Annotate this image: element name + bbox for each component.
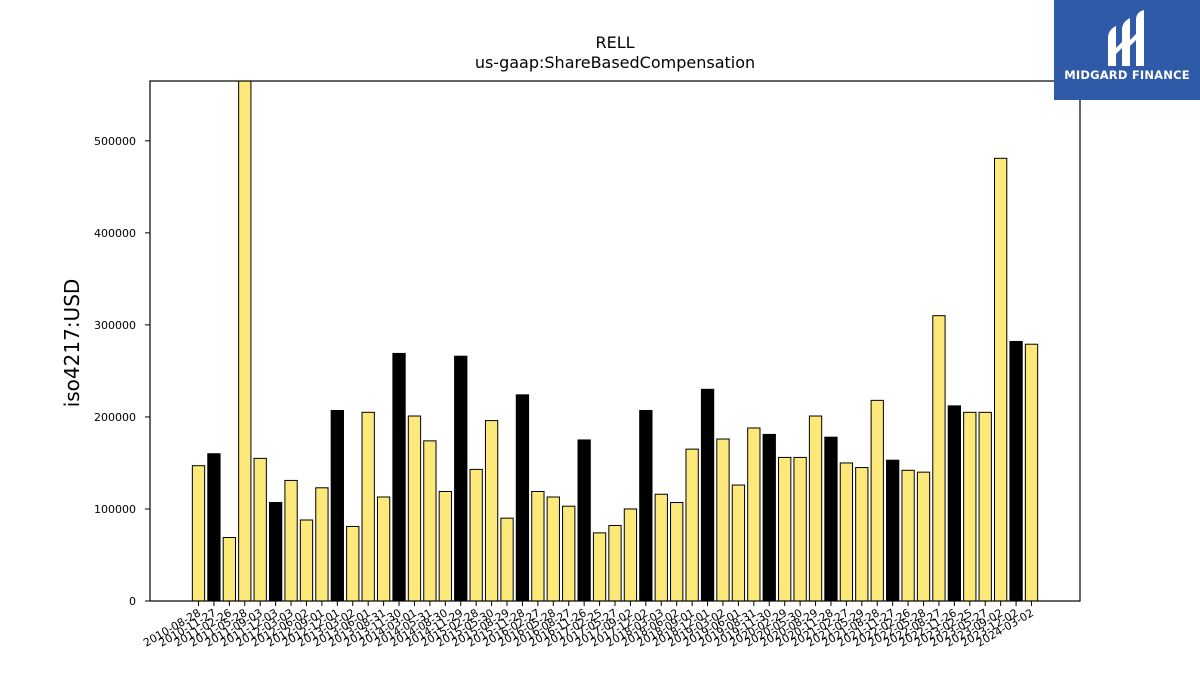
x-axis: 2010-08-282010-11-272011-02-262011-05-28…: [141, 601, 1036, 650]
bar-2016-11-26: [577, 439, 591, 602]
bar-2013-06-01: [361, 411, 375, 602]
bar-2012-03-03: [284, 479, 298, 602]
chart-subtitle: us-gaap:ShareBasedCompensation: [475, 53, 755, 72]
bar-2023-09-02: [994, 157, 1008, 602]
bar-2017-02-25: [592, 532, 607, 602]
bar-2022-05-28: [916, 471, 931, 602]
bar-2020-05-30: [793, 456, 807, 602]
bar-2019-08-31: [747, 427, 761, 602]
bar-2013-08-31: [376, 496, 391, 602]
bar-2018-12-01: [700, 388, 715, 602]
logo-text: MIDGARD FINANCE: [1064, 68, 1190, 82]
bar-2011-05-28: [238, 80, 252, 602]
bar-2019-11-30: [762, 433, 776, 602]
bar-2010-08-28: [191, 465, 206, 602]
y-tick-label: 200000: [94, 411, 136, 424]
bar-2017-05-27: [608, 525, 622, 602]
bar-2021-02-27: [839, 462, 854, 602]
bar-2017-09-02: [623, 508, 638, 602]
bar-2012-12-01: [330, 409, 344, 602]
y-tick-label: 100000: [94, 503, 136, 516]
bar-2012-06-02: [299, 519, 314, 602]
bar-2018-03-03: [654, 493, 668, 602]
bar-2021-11-27: [886, 459, 900, 602]
chart-title: RELL: [595, 33, 634, 52]
bar-2012-09-01: [315, 487, 329, 602]
midgard-logo-icon: [1108, 10, 1144, 66]
bar-2013-11-30: [392, 352, 406, 602]
bar-2014-05-31: [423, 440, 437, 602]
bar-2015-02-28: [469, 468, 483, 602]
bar-2020-08-29: [808, 415, 823, 602]
bar-2021-08-28: [870, 399, 884, 602]
bar-2021-05-29: [855, 467, 869, 602]
y-axis-label: iso4217:USD: [60, 279, 84, 408]
bar-2017-12-02: [639, 409, 653, 602]
bar-2016-08-27: [562, 505, 576, 602]
bar-2023-05-27: [978, 411, 992, 602]
y-axis: 0 100000 200000 300000 400000 500000: [94, 135, 150, 608]
bar-2014-08-30: [438, 490, 452, 602]
midgard-finance-logo: MIDGARD FINANCE: [1054, 0, 1200, 100]
bar-2020-11-28: [824, 436, 838, 602]
y-tick-label: 500000: [94, 135, 136, 148]
bar-2023-02-25: [963, 411, 977, 602]
bar-2019-03-02: [716, 438, 730, 602]
bar-2016-05-28: [546, 496, 560, 602]
y-tick-label: 0: [129, 595, 136, 608]
bar-2018-09-01: [685, 448, 699, 602]
bar-2011-12-03: [268, 502, 283, 602]
bar-2024-03-02: [1024, 343, 1039, 602]
bar-2015-08-29: [500, 517, 514, 602]
bar-2022-02-26: [901, 469, 915, 602]
bar-2011-09-03: [253, 457, 267, 602]
bar-2014-03-01: [407, 415, 422, 602]
bar-2014-11-29: [454, 355, 468, 602]
bar-2010-11-27: [207, 453, 221, 602]
bar-2019-06-01: [731, 484, 746, 602]
bar-2013-03-02: [346, 525, 360, 602]
bar-2011-02-26: [222, 537, 236, 602]
bars-group: [191, 80, 1039, 602]
y-tick-label: 400000: [94, 227, 136, 240]
bar-2015-05-30: [484, 420, 499, 602]
bar-2022-11-26: [947, 405, 962, 602]
bar-2022-08-27: [932, 315, 946, 602]
bar-2016-02-27: [531, 490, 545, 602]
bar-2023-12-02: [1009, 340, 1023, 602]
bar-2018-06-02: [670, 502, 684, 602]
y-tick-label: 300000: [94, 319, 136, 332]
bar-2020-02-29: [778, 456, 792, 602]
bar-2015-11-28: [515, 394, 530, 602]
